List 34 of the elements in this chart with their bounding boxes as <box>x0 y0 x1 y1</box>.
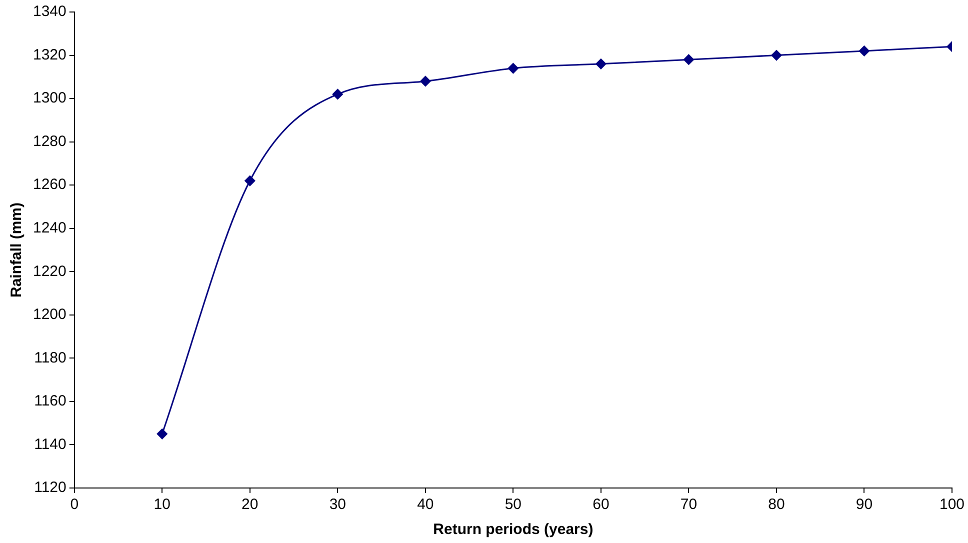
y-tick-label: 1240 <box>32 220 66 237</box>
x-tick-label: 40 <box>417 496 434 514</box>
x-tick-label: 0 <box>70 496 79 514</box>
x-tick-label: 50 <box>504 496 522 514</box>
point <box>156 428 168 440</box>
point <box>508 63 518 74</box>
point <box>596 58 606 70</box>
y-tick-label: 1340 <box>32 3 66 20</box>
x-axis-title: Return periods (years) <box>433 521 594 538</box>
y-tick-label: 1320 <box>32 46 66 64</box>
point <box>420 76 431 86</box>
x-tick-label: 10 <box>154 496 170 514</box>
point <box>771 50 782 61</box>
y-tick-label: 1200 <box>32 306 66 324</box>
x-tick-label: 100 <box>939 496 965 514</box>
y-tick-label: 1220 <box>32 262 66 280</box>
point <box>858 46 870 56</box>
y-tick-label: 1120 <box>34 479 66 496</box>
y-tick-label: 1180 <box>34 349 66 366</box>
point <box>332 88 343 100</box>
x-tick-label: 80 <box>768 496 785 514</box>
y-tick-label: 1300 <box>32 90 66 107</box>
x-tick-label: 60 <box>592 496 610 514</box>
x-tick-label: 90 <box>856 496 873 514</box>
y-tick-label: 1280 <box>32 132 66 150</box>
y-axis-title: Rainfall (mm) <box>8 202 26 298</box>
y-tick-label: 1160 <box>34 392 66 410</box>
y-tick-label: 1140 <box>34 436 66 453</box>
x-tick-label: 70 <box>680 496 698 514</box>
point <box>683 54 694 65</box>
point <box>244 176 256 186</box>
x-tick-label: 20 <box>242 496 258 514</box>
y-tick-label: 1260 <box>32 176 66 194</box>
x-tick-label: 30 <box>329 496 346 514</box>
